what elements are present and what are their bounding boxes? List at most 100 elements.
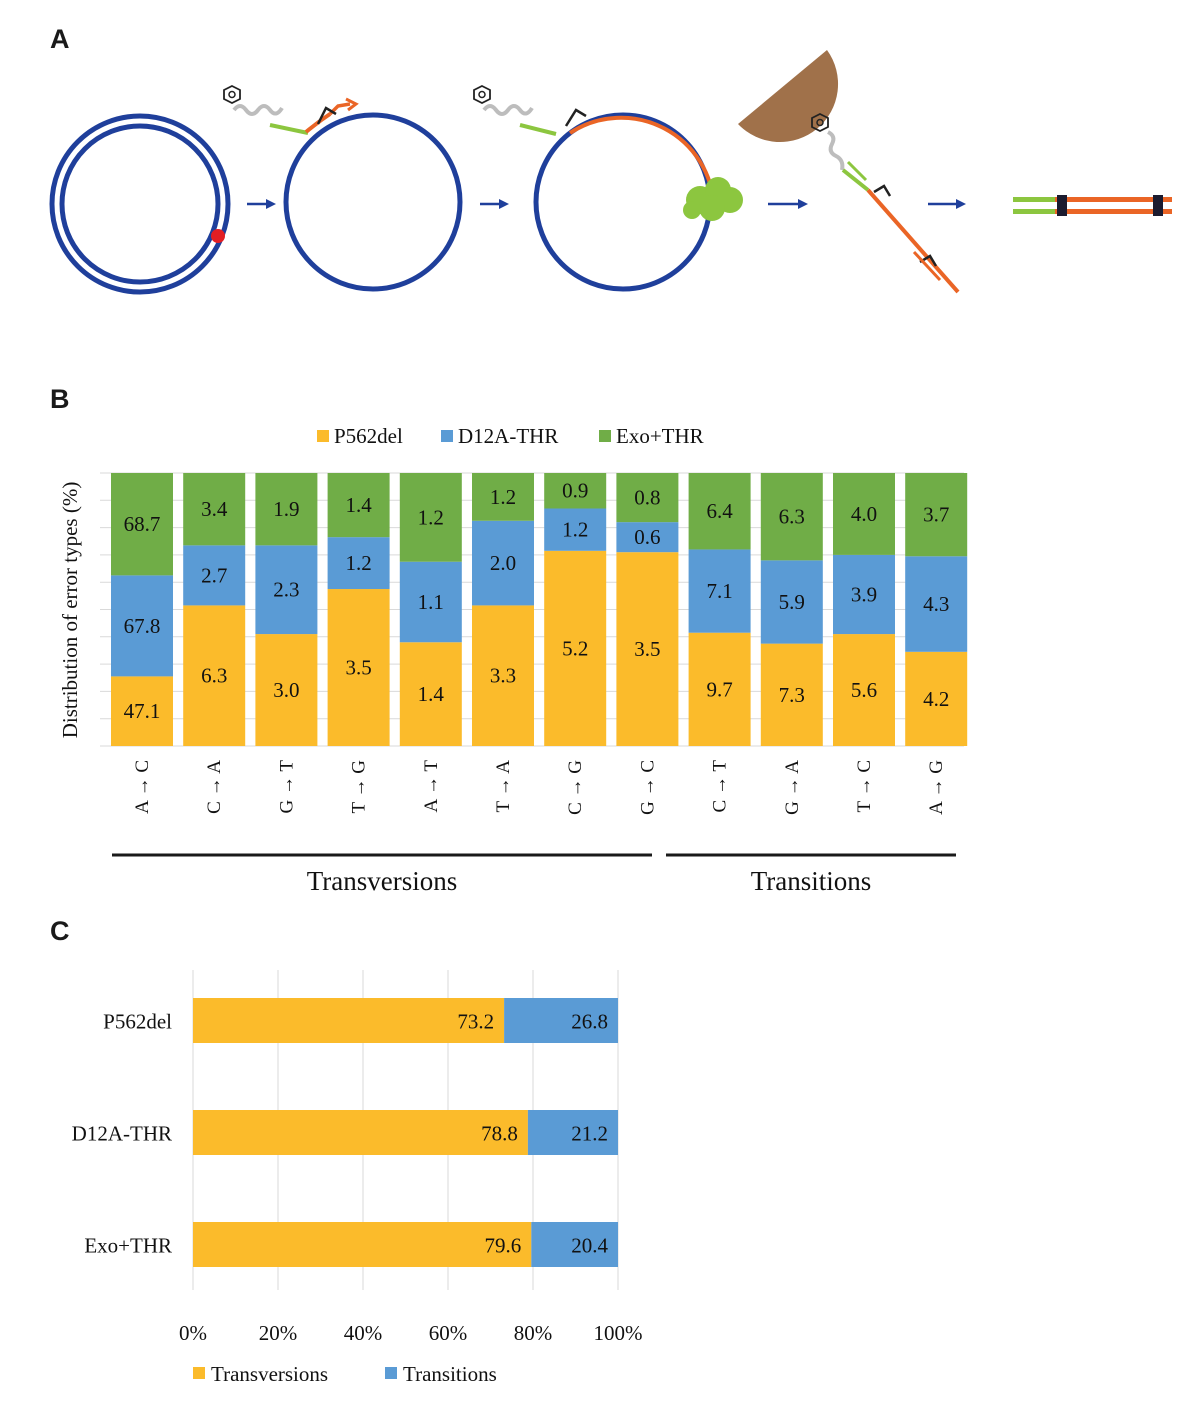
library-fragment [1013,195,1172,216]
legend-label-d12a-thr: D12A-THR [458,424,558,448]
bar-d12a-thr-g-c [616,522,679,553]
data-label-transitions-d12a-thr: 21.2 [571,1122,608,1146]
bar-p562del-t-c [833,634,895,746]
chart-b-legend: P562del D12A-THR Exo+THR [317,424,704,448]
x-tick-g-t: G → T [276,760,297,814]
biotin-icon-3-core [816,118,824,127]
bar-exo-thr-g-c [616,473,679,523]
panel-letter-a: A [50,24,70,54]
primed-circle [223,84,463,292]
data-label-exo-thr-g-c: 0.8 [634,486,660,510]
data-label-exo-thr-t-g: 1.4 [345,493,372,517]
x-tick-c-a: C → A [204,760,225,814]
x-tick-t-g: T → G [349,760,370,814]
data-label-d12a-thr-t-a: 2.0 [490,551,516,575]
legend-label-transversions: Transversions [211,1362,328,1386]
data-label-p562del-a-g: 4.2 [923,687,949,711]
legend-swatch-transversions [193,1367,205,1379]
legend-swatch-exo-thr [599,430,611,442]
adapter-segment [269,123,309,135]
bar-d12a-thr-t-g [327,537,390,590]
bar-exo-thr-a-t [399,473,462,562]
x-tick-c-t: C → T [710,760,731,813]
linker-tail-2 [482,104,534,116]
group-label-transversions: Transversions [307,866,458,896]
data-label-p562del-t-c: 5.6 [851,678,877,702]
data-label-p562del-c-a: 6.3 [201,664,227,688]
bar-exo-thr-c-a [183,473,246,546]
legend-label-transitions: Transitions [403,1362,497,1386]
bar-transversions-d12a-thr [193,1110,528,1155]
template-circle [283,112,463,292]
legend-swatch-d12a-thr [441,430,453,442]
rect [1013,209,1055,214]
barcode-block-right [1153,195,1163,216]
bar-d12a-thr-g-a [760,560,823,644]
data-label-p562del-c-t: 9.7 [706,677,732,701]
rect [1013,197,1055,202]
chart-c-bars [193,998,618,1267]
bar-p562del-t-g [327,589,390,746]
chart-b-y-axis-label: Distribution of error types (%) [58,482,82,739]
primer-arrowhead [345,97,359,112]
error-type-stacked-bar-chart: P562del D12A-THR Exo+THR 47.1 67.8 68.7 6.3 2.… [58,424,968,896]
legend-swatch-p562del [317,430,329,442]
barcode-block-left [1057,195,1067,216]
data-label-d12a-thr-t-c: 3.9 [851,582,877,606]
bar-d12a-thr-a-g [905,556,968,652]
data-label-d12a-thr-c-a: 2.7 [201,563,227,587]
data-label-d12a-thr-t-g: 1.2 [345,551,371,575]
chart-b-bars [111,473,968,746]
data-label-exo-thr-a-c: 68.7 [124,512,161,536]
nick-site-marker [211,229,225,243]
bar-exo-thr-t-a [472,473,534,521]
biotin-icon-2-core [478,90,486,99]
panel-a-schematic [49,50,1172,295]
x-tick-20: 20% [259,1321,298,1345]
data-label-p562del-t-a: 3.3 [490,664,516,688]
data-label-p562del-g-c: 3.5 [634,637,660,661]
bar-transitions-p562del [504,998,618,1043]
group-label-transitions: Transitions [751,866,872,896]
data-label-p562del-g-a: 7.3 [779,683,805,707]
bar-p562del-g-t [255,634,318,746]
bar-p562del-g-a [760,643,823,746]
data-label-d12a-thr-g-c: 0.6 [634,525,660,549]
barcode-kink [316,106,337,125]
bar-p562del-a-g [905,651,968,746]
step-arrow-4-head [956,199,966,209]
category-label-d12a-thr: D12A-THR [72,1122,172,1146]
polymerase-blob [683,177,743,221]
chart-c-category-labels: P562del D12A-THR Exo+THR [72,1010,172,1258]
x-tick-t-a: T → A [493,760,514,813]
rect [1055,197,1172,202]
mutation-class-stacked-bar-chart: 73.2 26.8 78.8 21.2 79.6 20.4 P562del D12A-THR… [72,970,643,1386]
biotin-icon-2 [473,84,491,105]
x-tick-g-a: G → A [782,760,803,815]
chart-b-group-brackets: Transversions Transitions [112,853,956,896]
data-label-exo-thr-a-t: 1.2 [418,505,444,529]
data-label-d12a-thr-a-c: 67.8 [124,614,161,638]
data-label-transitions-exo-thr: 20.4 [571,1234,608,1258]
adapter-segment-3 [841,168,870,192]
data-label-transversions-d12a-thr: 78.8 [481,1122,518,1146]
data-label-p562del-a-c: 47.1 [124,699,161,723]
x-tick-a-g: A → G [926,760,947,815]
data-label-exo-thr-c-a: 3.4 [201,497,228,521]
x-tick-t-c: T → C [854,760,875,812]
bar-p562del-a-c [111,676,173,746]
adapter-primer [846,160,868,182]
x-tick-g-c: G → C [637,760,658,815]
data-label-exo-thr-t-c: 4.0 [851,502,877,526]
data-label-d12a-thr-c-g: 1.2 [562,518,588,542]
chart-b-data-labels: 47.1 67.8 68.7 6.3 2.7 3.4 3.0 2.3 1.9 3.5 1.2 1.4 1… [124,479,950,723]
data-label-p562del-c-g: 5.2 [562,636,588,660]
bar-exo-thr-a-c [111,473,173,576]
rect [1055,209,1172,214]
data-label-transversions-p562del: 73.2 [457,1010,494,1034]
data-label-d12a-thr-g-a: 5.9 [779,590,805,614]
step-arrow-1-head [266,199,276,209]
x-tick-60: 60% [429,1321,468,1345]
reverse-primer [912,250,942,282]
outer-strand [49,113,231,295]
